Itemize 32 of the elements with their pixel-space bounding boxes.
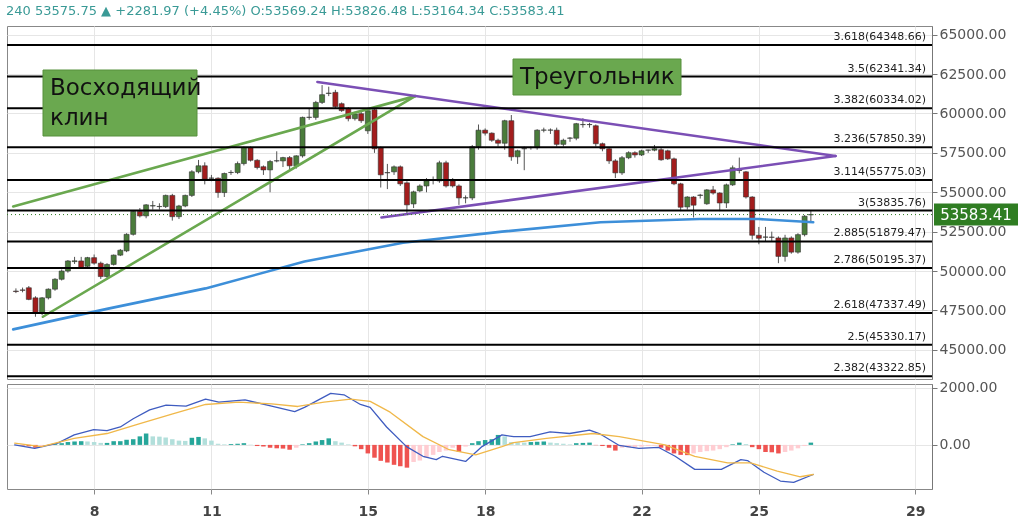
ref-line-label: 2.786(50195.37) [833,252,926,266]
y-tick-label: 55000.00 [939,183,1007,200]
y-tick-label: 65000.00 [939,26,1007,43]
ref-line-label: 2.382(43322.85) [833,361,926,375]
ref-line-label: 53583.41 [940,205,1012,224]
x-tick-label: 11 [202,502,222,518]
y-tick-label: 2000.00 [939,379,998,396]
y-tick-label: 47500.00 [939,301,1007,318]
ref-line-label: 3.618(64348.66) [833,29,926,43]
y-tick-label: 57500.00 [939,144,1007,161]
y-tick-label: 62500.00 [939,65,1007,82]
ref-line-label: 2.885(51879.47) [833,226,926,240]
y-tick-label: 52500.00 [939,223,1007,240]
ref-line-label: 2.5(45330.17) [847,329,926,343]
ref-line-label: 3.5(62341.34) [847,61,926,75]
y-tick-label: 50000.00 [939,262,1007,279]
x-tick-label: 25 [749,502,770,518]
y-tick-label: 60000.00 [939,104,1007,121]
annotation: Треугольник [519,63,675,89]
ref-line-label: 3.114(55775.03) [833,165,926,179]
ref-line-label: 2.618(47337.49) [833,298,926,312]
chart-title: 240 53575.75 ▲ +2281.97 (+4.45%) O:53569.24 H:53826.48 L:53164.34 C:53583.41 [6,3,565,18]
x-tick-label: 29 [906,502,926,518]
y-tick-label: 0.00 [939,436,971,453]
x-tick-label: 22 [632,502,652,518]
ref-line-label: 3.236(57850.39) [833,132,926,146]
x-tick-label: 18 [475,502,496,518]
ref-line-label: 3.382(60334.02) [833,93,926,107]
ref-line-label: 3(53835.76) [857,195,926,209]
x-tick-label: 8 [89,502,100,518]
y-tick-label: 45000.00 [939,341,1007,358]
x-tick-label: 15 [358,502,379,518]
